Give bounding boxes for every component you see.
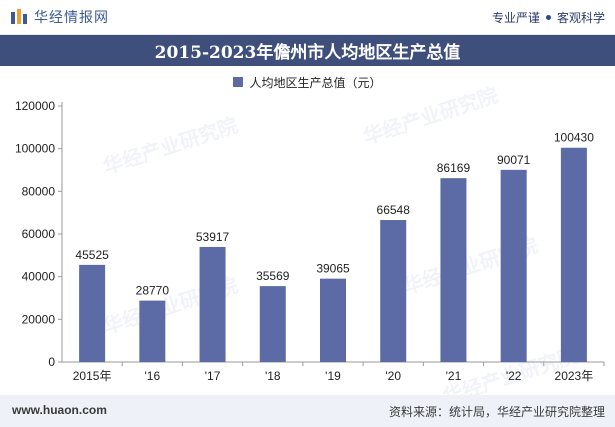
bar [560,147,587,362]
bar [79,264,106,362]
brand: 华经情报网 [10,7,109,27]
tagline-left: 专业严谨 [491,11,540,25]
data-label: 28770 [136,284,170,298]
bar [320,278,346,362]
brand-logo-icon [11,9,27,24]
y-tick-label: 120000 [15,99,55,113]
top-bar: 华经情报网 专业严谨 客观科学 [0,0,615,35]
x-tick-label: '16 [145,369,161,383]
bar [259,286,286,362]
dot-icon [545,15,551,20]
footer-source: 资料来源：统计局，华经产业研究院整理 [388,405,605,419]
x-tick-label: '18 [265,369,281,383]
y-tick-label: 20000 [22,312,56,326]
x-tick-label: '22 [506,369,522,383]
bar [500,169,527,362]
y-tick-label: 100000 [15,142,55,156]
legend: 人均地区生产总值（元） [0,72,615,92]
chart-title: 2015-2023年儋州市人均地区生产总值 [154,43,461,63]
data-label: 90071 [497,153,531,167]
data-label: 66548 [377,203,411,217]
tagline-right: 客观科学 [556,11,605,25]
x-tick-label: '17 [205,369,221,383]
y-tick-label: 80000 [22,184,56,198]
bar [139,300,166,362]
brand-name: 华经情报网 [34,10,109,26]
y-tick-label: 40000 [22,270,56,284]
footer: www.huaon.com 资料来源：统计局，华经产业研究院整理 [0,395,615,427]
tagline: 专业严谨 客观科学 [492,9,605,26]
x-tick-label: 2015年 [73,369,112,383]
bar-chart: 0 20000 40000 60000 80000 100000 120000 45525 20… [15,99,605,383]
footer-url: www.huaon.com [12,403,107,417]
title-bar: 2015-2023年儋州市人均地区生产总值 [0,35,615,66]
legend-swatch [233,77,244,87]
x-tick-label: '21 [446,369,462,383]
data-label: 86169 [437,161,471,175]
data-label: 39065 [316,262,350,276]
bar [380,220,407,362]
x-tick-label: '20 [385,369,401,383]
y-tick-label: 0 [48,355,55,369]
data-label: 35569 [256,269,290,283]
y-tick-label: 60000 [22,227,56,241]
data-label: 100430 [554,131,594,145]
data-label: 53917 [196,230,230,244]
bar [199,246,226,362]
x-tick-label: 2023年 [555,369,594,383]
x-tick-label: '19 [325,369,341,383]
data-label: 45525 [75,248,109,262]
legend-label: 人均地区生产总值（元） [249,75,382,90]
bar [440,178,467,362]
